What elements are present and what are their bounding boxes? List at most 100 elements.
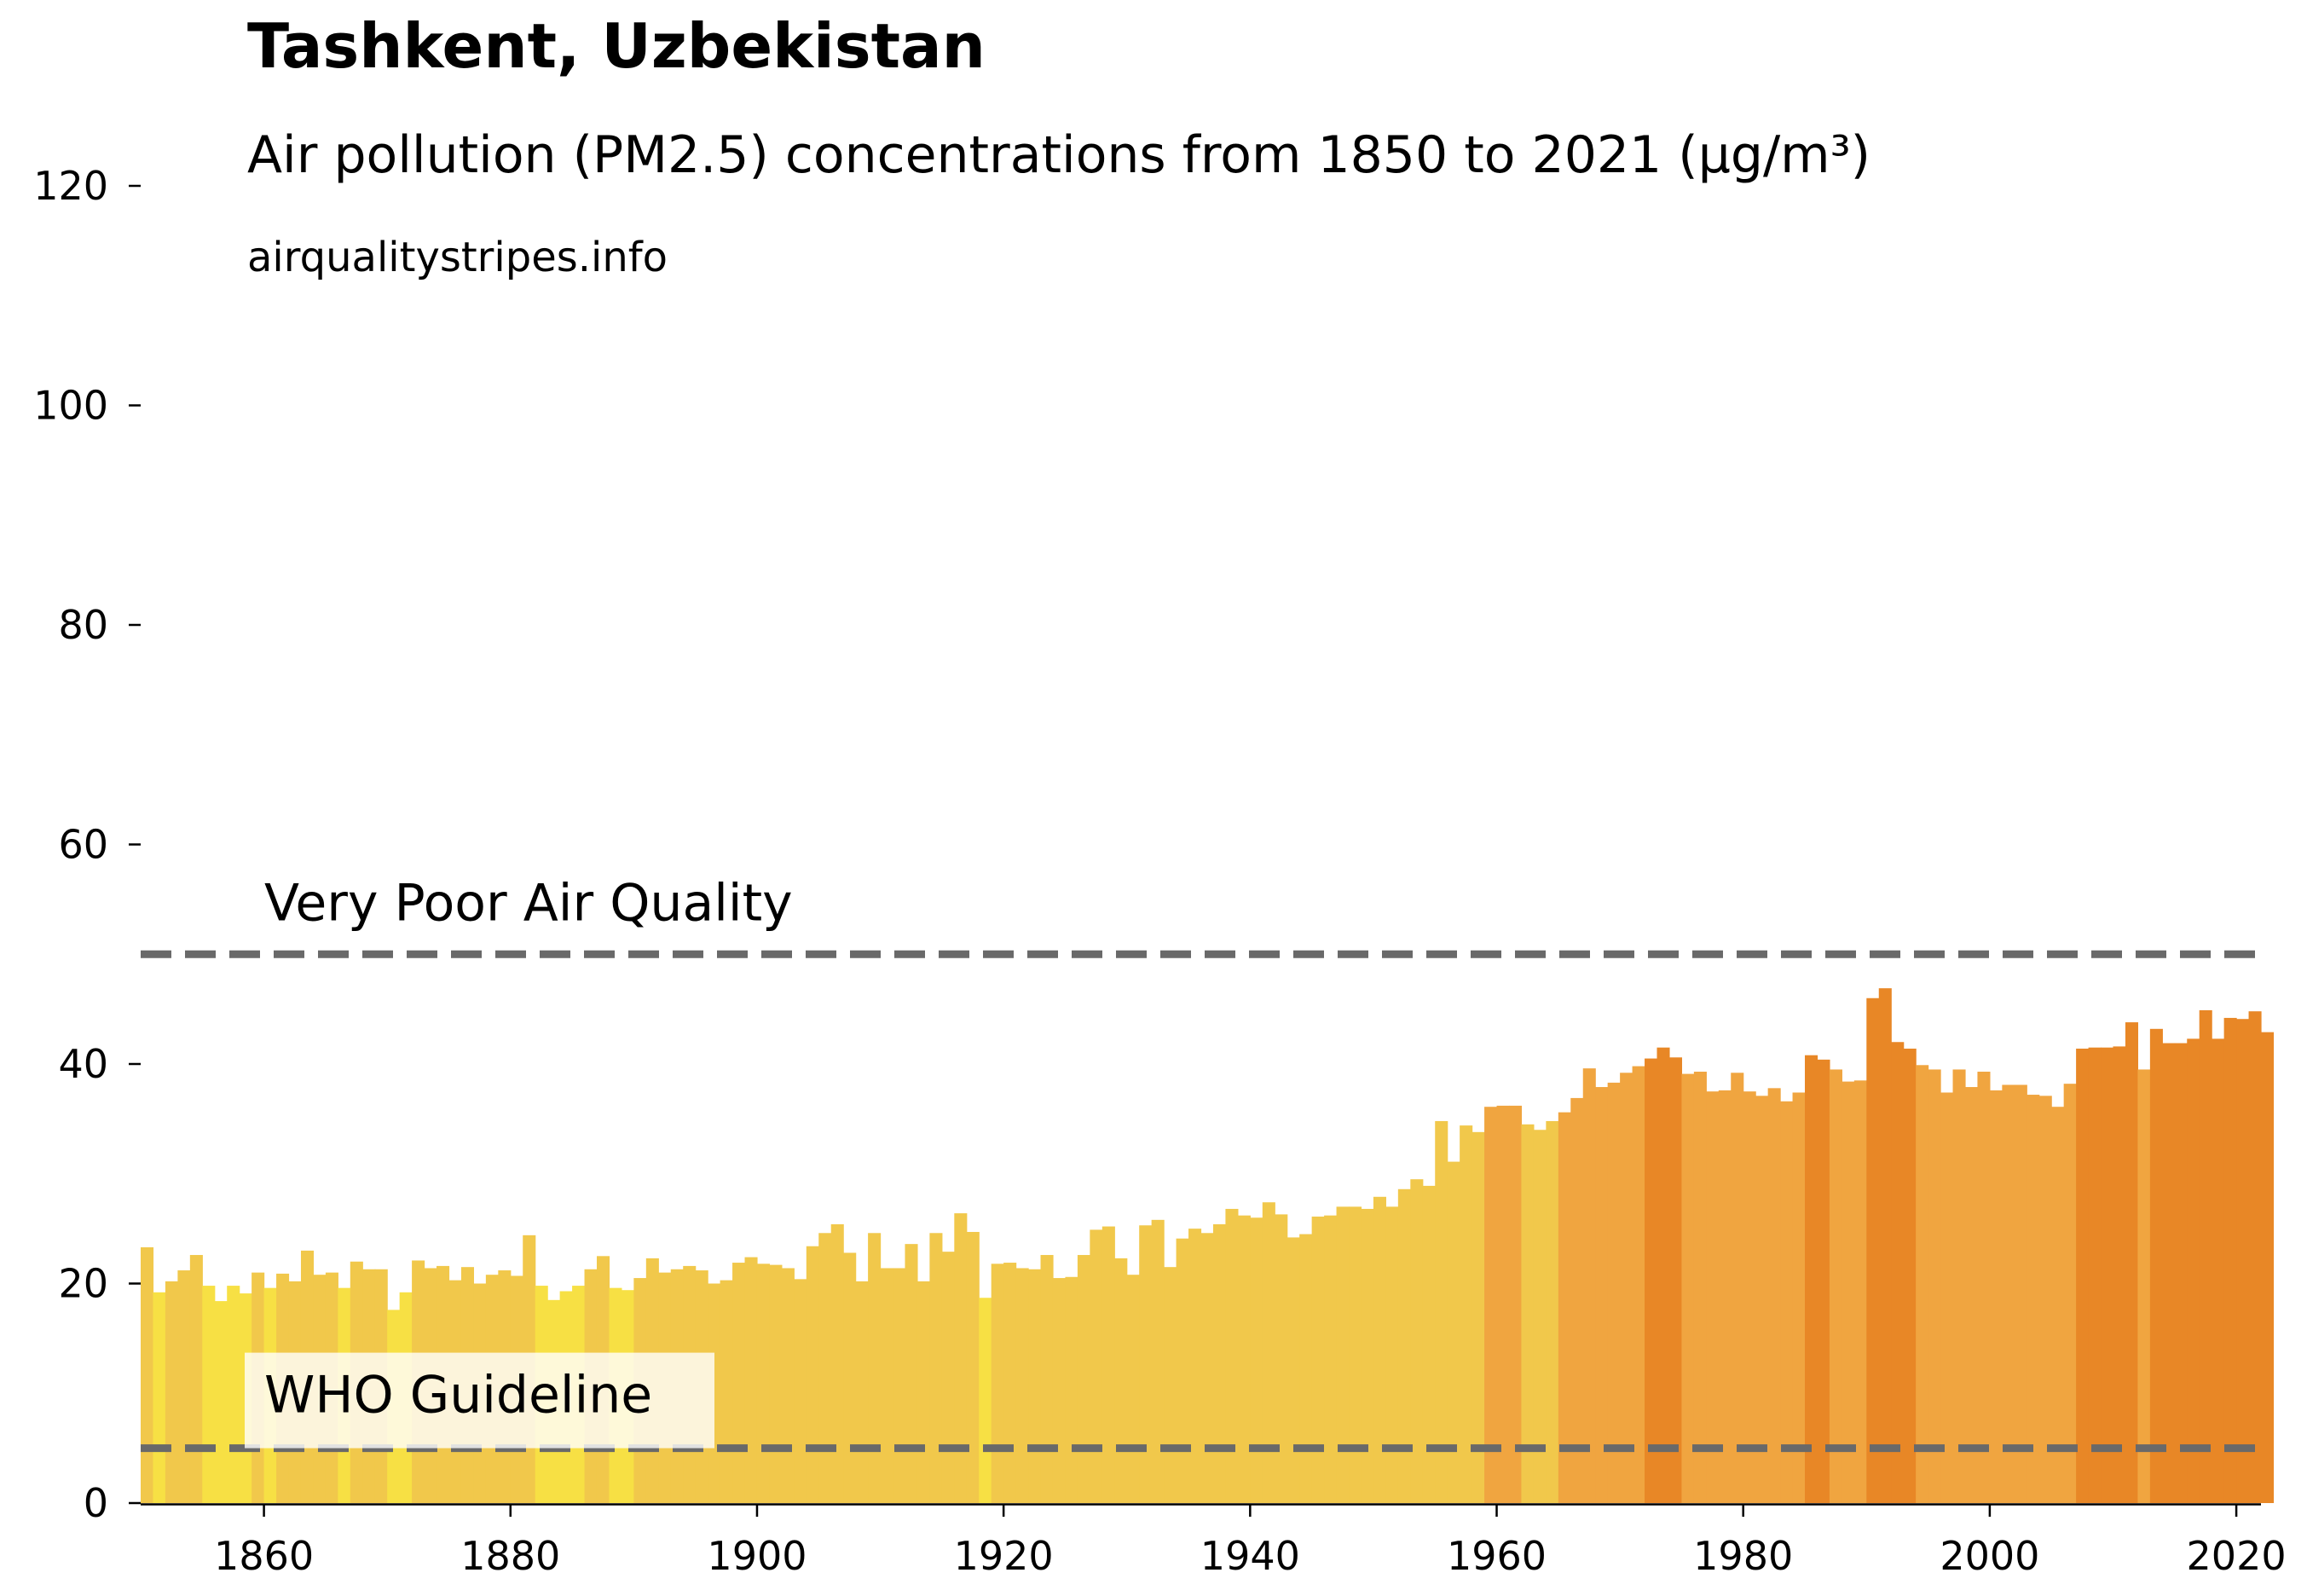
bar-1947 bbox=[1336, 1206, 1350, 1504]
reference-label-very-poor-air-quality: Very Poor Air Quality bbox=[264, 873, 793, 933]
bar-1961 bbox=[1508, 1105, 1523, 1503]
bar-1953 bbox=[1410, 1179, 1424, 1503]
bar-1922 bbox=[1028, 1269, 1042, 1503]
reference-label-box-who-guideline bbox=[245, 1352, 714, 1449]
bar-1971 bbox=[1632, 1066, 1645, 1503]
bar-1931 bbox=[1139, 1225, 1153, 1503]
bar-1958 bbox=[1472, 1131, 1485, 1503]
bar-1977 bbox=[1706, 1091, 1720, 1503]
bar-1921 bbox=[1015, 1268, 1029, 1503]
bar-1949 bbox=[1361, 1208, 1374, 1503]
bar-1962 bbox=[1521, 1124, 1535, 1503]
bar-1901 bbox=[769, 1264, 783, 1503]
bar-1910 bbox=[880, 1268, 893, 1503]
bar-1853 bbox=[177, 1270, 191, 1503]
bar-1924 bbox=[1052, 1278, 1067, 1503]
bar-2014 bbox=[2162, 1043, 2176, 1503]
bar-1954 bbox=[1422, 1185, 1436, 1503]
bar-1968 bbox=[1595, 1087, 1609, 1503]
bar-1936 bbox=[1200, 1233, 1214, 1503]
bar-1967 bbox=[1582, 1068, 1596, 1503]
bar-2001 bbox=[2002, 1084, 2015, 1503]
y-tick-label-0: 0 bbox=[84, 1480, 108, 1526]
bar-1930 bbox=[1126, 1275, 1140, 1503]
bar-2008 bbox=[2088, 1047, 2102, 1503]
bar-2004 bbox=[2038, 1096, 2052, 1503]
bar-1909 bbox=[868, 1233, 882, 1503]
bar-1983 bbox=[1780, 1101, 1794, 1503]
bar-1898 bbox=[732, 1263, 746, 1503]
bar-1979 bbox=[1731, 1073, 1744, 1503]
bar-2018 bbox=[2212, 1038, 2225, 1503]
bar-1942 bbox=[1275, 1214, 1288, 1503]
bar-1981 bbox=[1755, 1096, 1769, 1503]
bar-1943 bbox=[1286, 1237, 1300, 1503]
bar-2020 bbox=[2236, 1019, 2250, 1503]
bar-1960 bbox=[1496, 1105, 1510, 1503]
bar-1941 bbox=[1262, 1202, 1275, 1503]
bar-2019 bbox=[2223, 1017, 2237, 1503]
bar-1959 bbox=[1484, 1107, 1498, 1503]
x-tick-label-1980: 1980 bbox=[1693, 1533, 1793, 1579]
y-tick-label-100: 100 bbox=[33, 383, 108, 429]
bar-2007 bbox=[2076, 1048, 2090, 1503]
bar-1917 bbox=[966, 1231, 980, 1503]
bar-1950 bbox=[1373, 1196, 1386, 1503]
bar-1938 bbox=[1225, 1208, 1239, 1503]
x-tick-label-1940: 1940 bbox=[1200, 1533, 1300, 1579]
bar-2016 bbox=[2187, 1038, 2200, 1503]
y-tick-label-40: 40 bbox=[58, 1041, 108, 1087]
bar-1903 bbox=[794, 1279, 807, 1503]
bar-1927 bbox=[1090, 1229, 1103, 1503]
bar-1994 bbox=[1916, 1065, 1929, 1503]
bar-2010 bbox=[2113, 1046, 2126, 1503]
x-tick-label-1960: 1960 bbox=[1447, 1533, 1547, 1579]
bar-1897 bbox=[720, 1280, 733, 1503]
bar-1933 bbox=[1164, 1267, 1177, 1503]
bar-1984 bbox=[1792, 1092, 1806, 1503]
bar-1951 bbox=[1385, 1206, 1399, 1504]
bar-1923 bbox=[1040, 1255, 1054, 1503]
bar-1964 bbox=[1546, 1120, 1559, 1503]
bar-1980 bbox=[1743, 1091, 1756, 1503]
bar-1925 bbox=[1065, 1276, 1078, 1503]
bar-2012 bbox=[2137, 1069, 2151, 1503]
bar-1976 bbox=[1693, 1072, 1707, 1503]
bar-1993 bbox=[1903, 1048, 1917, 1503]
bar-1982 bbox=[1767, 1088, 1781, 1503]
bar-1991 bbox=[1878, 988, 1892, 1503]
bar-1956 bbox=[1447, 1161, 1460, 1503]
bar-1990 bbox=[1866, 998, 1880, 1503]
bar-1851 bbox=[153, 1292, 166, 1503]
bar-1911 bbox=[893, 1268, 906, 1503]
bar-1908 bbox=[855, 1281, 869, 1503]
reference-label-who-guideline: WHO Guideline bbox=[264, 1366, 652, 1425]
x-tick-label-1860: 1860 bbox=[214, 1533, 314, 1579]
bar-1952 bbox=[1397, 1188, 1411, 1503]
bar-1902 bbox=[781, 1268, 795, 1503]
bar-1987 bbox=[1829, 1069, 1842, 1503]
reference-lines-group: Very Poor Air Quality WHO Guideline bbox=[141, 873, 2261, 1453]
bar-1854 bbox=[189, 1255, 203, 1503]
bar-2000 bbox=[1989, 1090, 2003, 1503]
bar-1852 bbox=[165, 1281, 178, 1503]
bar-1857 bbox=[227, 1286, 240, 1503]
x-tick-label-1900: 1900 bbox=[707, 1533, 807, 1579]
bar-1970 bbox=[1620, 1073, 1633, 1503]
bar-1985 bbox=[1805, 1055, 1818, 1503]
bar-1989 bbox=[1853, 1080, 1867, 1503]
bar-1955 bbox=[1435, 1120, 1448, 1503]
x-tick-label-1880: 1880 bbox=[460, 1533, 560, 1579]
bar-1926 bbox=[1077, 1255, 1090, 1503]
bar-2006 bbox=[2063, 1084, 2077, 1503]
bar-2002 bbox=[2014, 1084, 2027, 1503]
bar-1945 bbox=[1311, 1216, 1325, 1503]
bar-1972 bbox=[1645, 1058, 1658, 1503]
bar-1929 bbox=[1114, 1258, 1128, 1503]
y-tick-label-80: 80 bbox=[58, 602, 108, 648]
bar-1974 bbox=[1668, 1057, 1683, 1503]
bar-1904 bbox=[806, 1246, 819, 1503]
bar-1932 bbox=[1151, 1219, 1165, 1503]
y-tick-label-120: 120 bbox=[33, 163, 108, 209]
